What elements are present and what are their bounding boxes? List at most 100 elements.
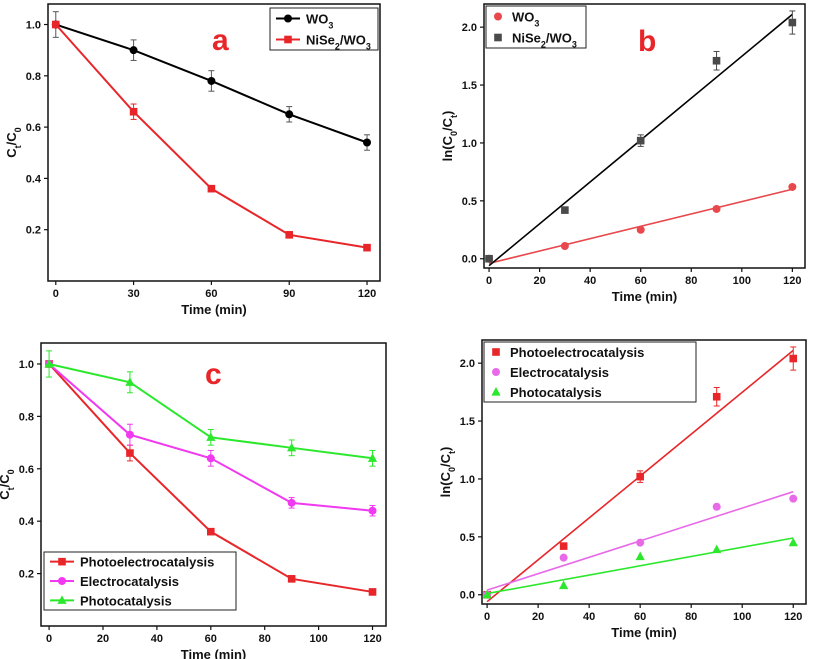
data-point xyxy=(485,255,493,263)
x-tick-label: 0 xyxy=(484,611,490,623)
data-point xyxy=(207,77,215,85)
legend-marker xyxy=(494,34,502,42)
data-point xyxy=(636,552,645,561)
x-tick-label: 20 xyxy=(532,611,544,623)
data-point xyxy=(52,21,60,29)
data-point xyxy=(207,454,215,462)
x-tick-label: 60 xyxy=(634,611,646,623)
y-tick-label: 0.5 xyxy=(460,532,475,544)
x-tick-label: 100 xyxy=(733,275,751,287)
y-tick-label: 1.5 xyxy=(460,416,475,428)
x-tick-label: 80 xyxy=(685,275,697,287)
data-point xyxy=(369,507,377,515)
x-tick-label: 100 xyxy=(733,611,751,623)
data-point xyxy=(713,205,721,213)
x-axis-label: Time (min) xyxy=(612,289,678,304)
data-point xyxy=(636,473,644,481)
data-point xyxy=(560,554,568,562)
data-point xyxy=(559,580,568,589)
panel-label: b xyxy=(638,25,656,58)
data-point xyxy=(789,19,797,27)
legend-marker xyxy=(58,577,66,585)
legend-label: Photoelectrocatalysis xyxy=(80,555,214,570)
y-tick-label: 0.6 xyxy=(19,464,34,476)
legend-label: Electrocatalysis xyxy=(80,574,179,589)
y-tick-label: 0.2 xyxy=(26,225,41,237)
y-tick-label: 0.0 xyxy=(462,254,477,266)
data-point xyxy=(363,244,371,252)
data-point xyxy=(712,545,721,554)
y-axis-label: ln(C0/Ct) xyxy=(440,111,459,162)
y-tick-label: 0.8 xyxy=(26,71,41,83)
legend-marker xyxy=(494,13,502,21)
legend: WO3 NiSe2/WO3 xyxy=(270,8,378,52)
panel-label: c xyxy=(205,358,222,391)
data-point xyxy=(369,588,377,596)
x-axis-label: Time (min) xyxy=(611,625,677,640)
data-point xyxy=(561,206,569,214)
x-tick-label: 0 xyxy=(46,633,52,645)
data-point xyxy=(637,137,645,145)
y-tick-label: 0.0 xyxy=(460,590,475,602)
x-tick-label: 120 xyxy=(784,611,802,623)
x-tick-label: 60 xyxy=(205,288,217,300)
y-tick-label: 1.0 xyxy=(26,20,41,32)
panel-a: 0 30 60 90 120 0.2 0.4 0.6 0.8 1.0 Time (min) Ct/C0… xyxy=(4,4,380,317)
legend: WO3 NiSe2/WO3 xyxy=(486,6,586,50)
y-axis-label: Ct/C0 xyxy=(0,469,16,499)
data-point xyxy=(285,110,293,118)
data-point xyxy=(288,499,296,507)
data-point xyxy=(126,449,134,457)
data-point xyxy=(637,226,645,234)
legend: Photoelectrocatalysis Electrocatalysis Pho… xyxy=(44,552,236,610)
y-tick-label: 2.0 xyxy=(462,22,477,34)
y-axis-label: ln(C0/Ct) xyxy=(438,447,457,498)
x-tick-label: 60 xyxy=(205,633,217,645)
data-point xyxy=(363,139,371,147)
legend-marker xyxy=(492,348,500,356)
data-point xyxy=(130,46,138,54)
x-tick-label: 120 xyxy=(358,288,376,300)
legend-label: Photocatalysis xyxy=(510,385,602,400)
legend-marker xyxy=(284,36,292,44)
legend-marker xyxy=(492,368,500,376)
panel-b: 0 20 40 60 80 100 120 0.0 0.5 1.0 1.5 2.0 Time (min)… xyxy=(440,4,805,304)
x-tick-label: 90 xyxy=(283,288,295,300)
data-point xyxy=(206,432,215,441)
x-tick-label: 100 xyxy=(309,633,327,645)
series xyxy=(485,183,796,263)
x-tick-label: 40 xyxy=(583,611,595,623)
x-tick-label: 80 xyxy=(685,611,697,623)
y-tick-label: 0.6 xyxy=(26,122,41,134)
y-axis-label: Ct/C0 xyxy=(4,127,23,157)
x-tick-label: 20 xyxy=(97,633,109,645)
series xyxy=(483,538,798,599)
y-tick-label: 0.4 xyxy=(19,516,35,528)
x-tick-label: 20 xyxy=(533,275,545,287)
data-point xyxy=(636,539,644,547)
legend-label: Photocatalysis xyxy=(80,593,172,608)
x-axis-label: Time (min) xyxy=(181,302,247,317)
x-tick-label: 30 xyxy=(127,288,139,300)
data-point xyxy=(561,242,569,250)
legend: Photoelectrocatalysis Electrocatalysis Pho… xyxy=(484,342,696,402)
data-point xyxy=(130,108,138,116)
x-tick-label: 40 xyxy=(151,633,163,645)
x-tick-label: 0 xyxy=(486,275,492,287)
data-point xyxy=(126,431,134,439)
series-line xyxy=(56,25,367,248)
figure: 0 30 60 90 120 0.2 0.4 0.6 0.8 1.0 Time (min) Ct/C0… xyxy=(0,0,817,659)
y-tick-label: 2.0 xyxy=(460,358,475,370)
data-point xyxy=(560,542,568,550)
x-tick-label: 120 xyxy=(783,275,801,287)
data-point xyxy=(713,393,721,401)
y-tick-label: 0.8 xyxy=(19,411,34,423)
x-tick-label: 120 xyxy=(363,633,381,645)
legend-marker xyxy=(284,15,292,23)
x-tick-label: 40 xyxy=(584,275,596,287)
legend-marker xyxy=(58,558,66,566)
y-tick-label: 0.5 xyxy=(462,196,477,208)
y-tick-label: 1.0 xyxy=(19,359,34,371)
data-point xyxy=(713,57,721,65)
panel-label: a xyxy=(212,24,229,57)
